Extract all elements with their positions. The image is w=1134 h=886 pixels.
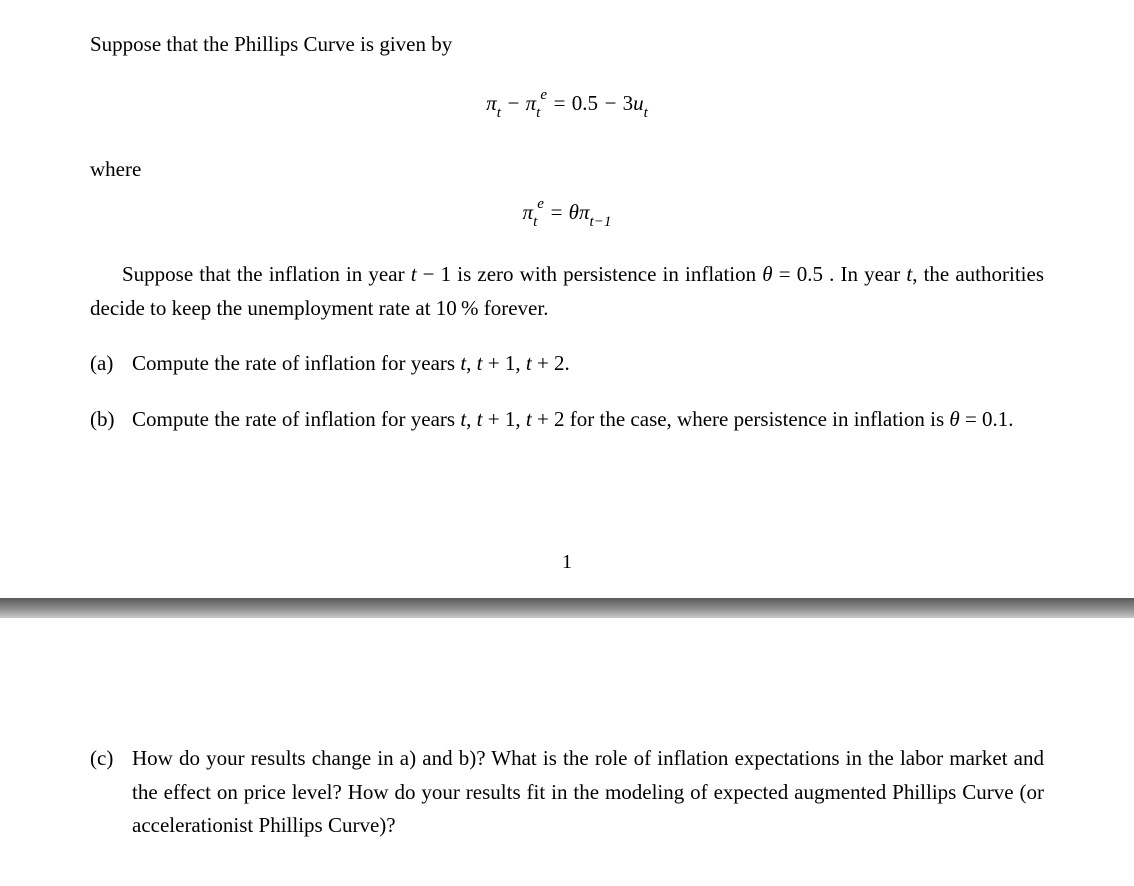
page-2: (c) How do your results change in a) and… <box>0 742 1134 865</box>
question-c: (c) How do your results change in a) and… <box>90 742 1044 843</box>
equation-2: πte = θπt−1 <box>90 195 1044 232</box>
where-label: where <box>90 153 1044 187</box>
question-c-marker: (c) <box>90 742 132 843</box>
question-a-marker: (a) <box>90 347 132 381</box>
question-a: (a) Compute the rate of inflation for ye… <box>90 347 1044 381</box>
question-b-body: Compute the rate of inflation for years … <box>132 403 1044 437</box>
question-a-body: Compute the rate of inflation for years … <box>132 347 1044 381</box>
equation-1: πt − πte = 0.5 − 3ut <box>90 86 1044 123</box>
page-1: Suppose that the Phillips Curve is given… <box>0 0 1134 578</box>
page-number: 1 <box>90 546 1044 578</box>
question-c-body: How do your results change in a) and b)?… <box>132 742 1044 843</box>
page-divider <box>0 598 1134 618</box>
question-b: (b) Compute the rate of inflation for ye… <box>90 403 1044 437</box>
setup-paragraph: Suppose that the inflation in year t − 1… <box>90 258 1044 325</box>
question-b-marker: (b) <box>90 403 132 437</box>
intro-text: Suppose that the Phillips Curve is given… <box>90 28 1044 62</box>
